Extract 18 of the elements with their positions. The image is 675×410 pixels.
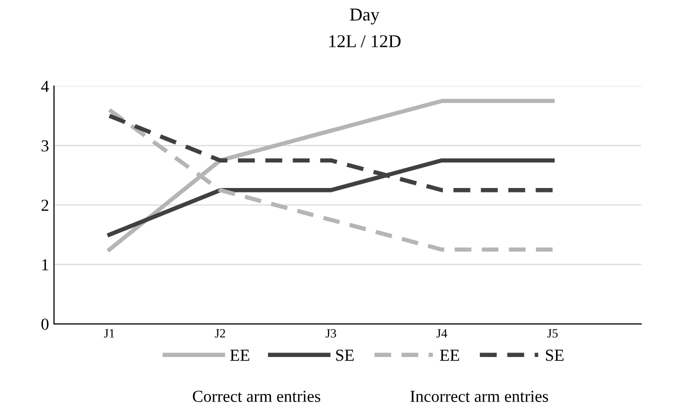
y-tick-label: 1	[42, 259, 48, 270]
legend-label: SE	[336, 350, 354, 361]
legend-label: EE	[230, 350, 250, 361]
x-tick-label: J4	[436, 329, 448, 338]
chart-title: Day	[350, 8, 380, 24]
x-tick-label: J3	[326, 329, 336, 338]
chart-subtitle: 12L / 12D	[329, 35, 401, 48]
y-tick-label: 3	[42, 140, 48, 152]
text: Incorrect arm entries	[410, 390, 548, 402]
text: Correct arm entries	[192, 390, 320, 402]
x-tick-label: J1	[104, 329, 114, 338]
x-tick-label: J2	[214, 329, 226, 338]
y-tick-label: 4	[41, 80, 49, 92]
legend-label: SE	[546, 350, 564, 361]
y-tick-label: 2	[42, 200, 48, 211]
x-tick-label: J5	[547, 329, 558, 338]
y-tick-label: 0	[41, 318, 49, 330]
legend-label: EE	[440, 350, 460, 361]
